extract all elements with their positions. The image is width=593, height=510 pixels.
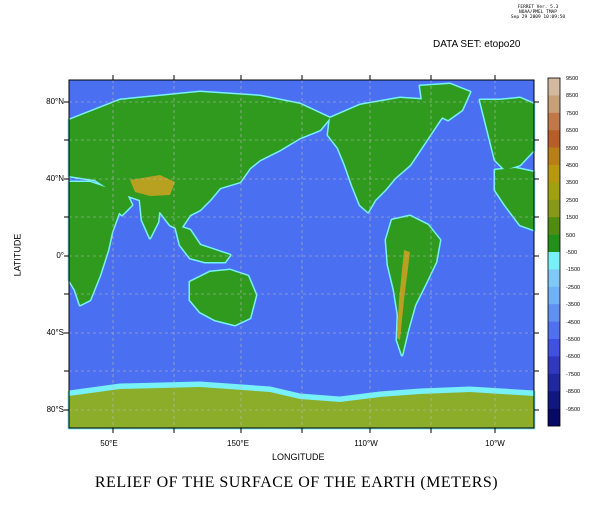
colorbar-label: -8500	[566, 389, 581, 396]
x-tick-label: 10°W	[485, 439, 505, 448]
colorbar	[547, 77, 561, 427]
colorbar-label: -7500	[566, 371, 581, 378]
colorbar-swatch	[548, 234, 560, 253]
colorbar-swatch	[548, 408, 560, 427]
colorbar-label: -500	[566, 250, 578, 256]
y-tick-label: 0°	[56, 251, 64, 260]
x-tick-label: 150°E	[227, 439, 249, 448]
dataset-label: DATA SET: etopo20	[433, 39, 521, 50]
colorbar-label: 2500	[566, 197, 579, 204]
colorbar-swatch	[548, 269, 560, 288]
colorbar-label: 3500	[566, 180, 579, 187]
west-africa-landmass	[495, 168, 534, 230]
arabia-landmass	[105, 185, 132, 215]
india-landmass	[140, 200, 160, 238]
eurasia-landmass	[69, 92, 330, 230]
colorbar-swatch	[548, 95, 560, 114]
colorbar-label: -1500	[566, 267, 581, 274]
colorbar-label: -9500	[566, 406, 581, 413]
colorbar-swatch	[548, 165, 560, 183]
colorbar-swatch	[548, 304, 560, 322]
australia-landmass	[190, 270, 256, 325]
colorbar-swatch	[548, 78, 560, 96]
organization-label: NOAA/PMEL TMAP	[519, 10, 557, 15]
colorbar-label: -6500	[566, 354, 581, 361]
greenland-landmass	[420, 84, 470, 120]
program-label: FERRET Ver. 5.3	[517, 5, 559, 10]
colorbar-swatch	[548, 147, 560, 166]
colorbar-swatch	[548, 252, 560, 270]
colorbar-swatch	[548, 321, 560, 340]
southeast-asia-landmass	[175, 225, 230, 262]
colorbar-swatch	[548, 391, 560, 409]
colorbar-label: -5500	[566, 337, 581, 343]
colorbar-label: 4500	[566, 163, 579, 169]
colorbar-swatch	[548, 182, 560, 201]
x-axis-title: LONGITUDE	[272, 452, 325, 462]
axis-ticks	[64, 75, 539, 433]
plot-date-label: Sep 29 2009 10:09:50	[510, 15, 566, 20]
africa-landmass	[69, 182, 120, 305]
colorbar-label: -4500	[566, 319, 581, 326]
plot-title: RELIEF OF THE SURFACE OF THE EARTH (METE…	[94, 474, 499, 491]
colorbar-label: 9500	[566, 76, 579, 82]
colorbar-swatch	[548, 130, 560, 148]
colorbar-label: 6500	[566, 128, 579, 135]
y-tick-label: 80°S	[46, 405, 64, 414]
colorbar-swatch	[548, 112, 560, 131]
y-tick-label: 40°N	[46, 174, 64, 183]
gridlines	[69, 80, 534, 428]
y-tick-label: 80°N	[46, 97, 64, 106]
colorbar-label: -2500	[566, 284, 581, 291]
y-tick-label: 40°S	[46, 328, 64, 337]
europe-landmass	[480, 98, 534, 170]
x-tick-label: 110°W	[354, 439, 378, 448]
colorbar-swatch	[548, 339, 560, 357]
colorbar-label: 5500	[566, 145, 579, 152]
y-axis-title: LATITUDE	[12, 233, 23, 277]
colorbar-label: 8500	[566, 93, 579, 100]
andes-highland	[397, 250, 410, 340]
colorbar-label: 500	[566, 232, 576, 239]
tibet-highland	[130, 175, 175, 196]
x-tick-label: 50°E	[100, 439, 118, 448]
colorbar-label: 7500	[566, 110, 579, 117]
colorbar-label: 1500	[566, 215, 579, 222]
colorbar-swatch	[548, 286, 560, 305]
colorbar-swatch	[548, 373, 560, 392]
colorbar-frame	[547, 77, 561, 427]
antarctica-landmass	[69, 387, 534, 428]
north-america-landmass	[328, 98, 450, 212]
colorbar-label: -3500	[566, 302, 581, 309]
colorbar-swatch	[548, 217, 560, 235]
colorbar-swatch	[548, 356, 560, 375]
colorbar-swatch	[548, 199, 560, 218]
